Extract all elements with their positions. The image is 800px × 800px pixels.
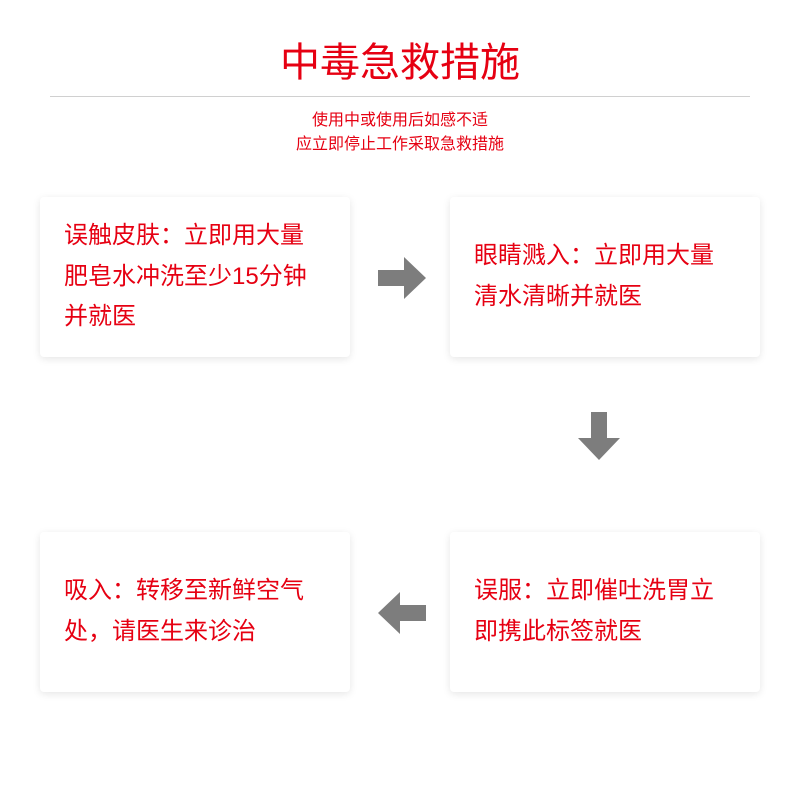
title-divider bbox=[50, 96, 750, 97]
header: 中毒急救措施 使用中或使用后如感不适 应立即停止工作采取急救措施 bbox=[0, 0, 800, 157]
arrow-right-icon bbox=[378, 257, 426, 299]
subtitle: 使用中或使用后如感不适 应立即停止工作采取急救措施 bbox=[0, 109, 800, 157]
flowchart-container: 误触皮肤：立即用大量肥皂水冲洗至少15分钟并就医 眼睛溅入：立即用大量清水清晰并… bbox=[0, 187, 800, 787]
arrow-down-icon bbox=[578, 412, 620, 460]
page-title: 中毒急救措施 bbox=[0, 30, 800, 96]
flow-node-eye-contact: 眼睛溅入：立即用大量清水清晰并就医 bbox=[450, 197, 760, 357]
arrow-left-icon bbox=[378, 592, 426, 634]
subtitle-line-2: 应立即停止工作采取急救措施 bbox=[0, 133, 800, 157]
flow-node-ingestion: 误服：立即催吐洗胃立即携此标签就医 bbox=[450, 532, 760, 692]
flow-node-text: 误触皮肤：立即用大量肥皂水冲洗至少15分钟并就医 bbox=[64, 216, 326, 338]
flow-node-skin-contact: 误触皮肤：立即用大量肥皂水冲洗至少15分钟并就医 bbox=[40, 197, 350, 357]
flow-node-text: 眼睛溅入：立即用大量清水清晰并就医 bbox=[474, 236, 736, 318]
flow-node-inhalation: 吸入：转移至新鲜空气处，请医生来诊治 bbox=[40, 532, 350, 692]
flow-node-text: 误服：立即催吐洗胃立即携此标签就医 bbox=[474, 571, 736, 653]
subtitle-line-1: 使用中或使用后如感不适 bbox=[0, 109, 800, 133]
flow-node-text: 吸入：转移至新鲜空气处，请医生来诊治 bbox=[64, 571, 326, 653]
